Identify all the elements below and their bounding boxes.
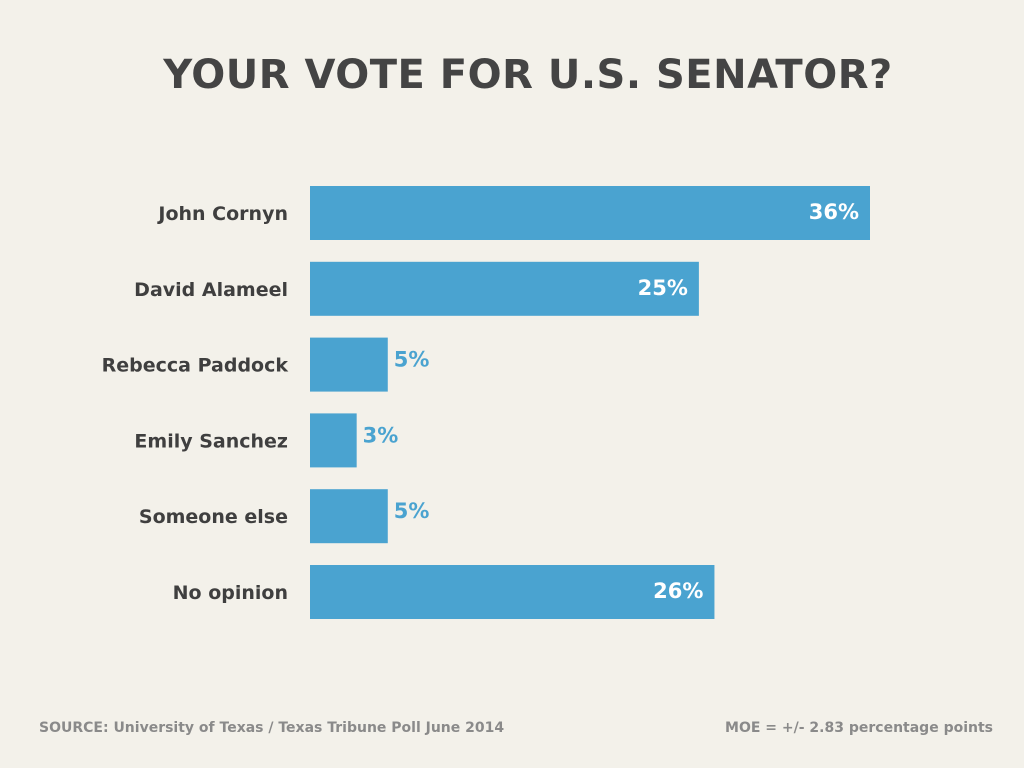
value-label-no-opinion: 26%	[653, 579, 703, 603]
category-label-rebecca-paddock: Rebecca Paddock	[102, 355, 289, 377]
bar-no-opinion	[310, 565, 715, 619]
value-label-emily-sanchez: 3%	[363, 423, 399, 447]
value-label-rebecca-paddock: 5%	[394, 348, 430, 372]
source-note: SOURCE: University of Texas / Texas Trib…	[39, 720, 505, 736]
category-label-emily-sanchez: Emily Sanchez	[134, 430, 288, 452]
value-label-someone-else: 5%	[394, 499, 430, 523]
bar-rebecca-paddock	[310, 337, 388, 392]
category-label-john-cornyn: John Cornyn	[156, 203, 288, 225]
bar-emily-sanchez	[310, 413, 357, 468]
bar-david-alameel	[310, 261, 699, 316]
bar-john-cornyn	[310, 186, 870, 240]
value-label-john-cornyn: 36%	[809, 200, 859, 224]
chart-title: YOUR VOTE FOR U.S. SENATOR?	[163, 52, 893, 98]
moe-note: MOE = +/- 2.83 percentage points	[725, 720, 993, 736]
category-label-someone-else: Someone else	[139, 506, 288, 528]
category-label-no-opinion: No opinion	[173, 582, 288, 604]
category-label-david-alameel: David Alameel	[134, 279, 288, 301]
value-label-david-alameel: 25%	[638, 276, 688, 300]
bar-someone-else	[310, 489, 388, 544]
